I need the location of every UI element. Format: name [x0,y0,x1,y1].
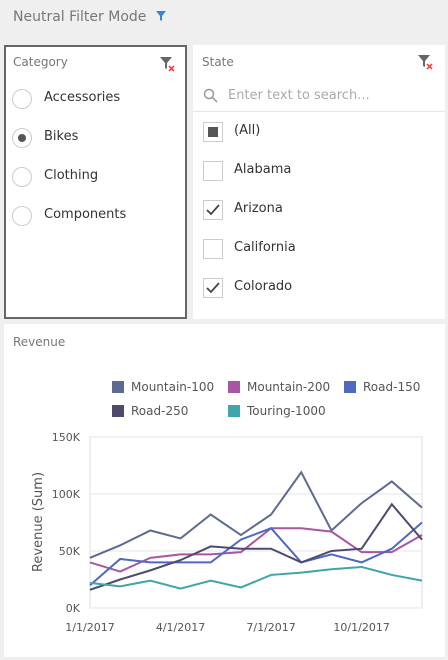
panel-title: Category [13,55,68,69]
checkbox-label[interactable]: Alabama [234,162,292,177]
y-tick-label: 50K [59,545,81,558]
x-tick-label: 1/1/2017 [65,621,114,634]
legend-swatch [344,381,356,393]
checkbox-label[interactable]: Arizona [234,201,283,216]
header-title: Neutral Filter Mode [13,9,147,25]
x-tick-label: 7/1/2017 [246,621,295,634]
checkbox[interactable] [203,278,223,298]
y-tick-label: 0K [66,602,81,615]
y-tick-label: 150K [52,431,81,444]
radio-button[interactable] [12,167,32,187]
search-placeholder: Enter text to search... [228,88,370,103]
clear-filter-button[interactable] [417,53,435,71]
radio-button[interactable] [12,89,32,109]
panel-title: State [202,55,234,69]
y-axis-label: Revenue (Sum) [31,472,46,572]
legend-label: Road-250 [131,404,188,418]
checkbox-label[interactable]: Colorado [234,279,293,294]
radio-label[interactable]: Components [44,207,127,222]
checkbox-label[interactable]: (All) [234,123,261,138]
checkbox[interactable] [203,161,223,181]
series-line [89,565,423,590]
search-box[interactable]: Enter text to search... [193,83,445,112]
checkbox-label[interactable]: California [234,240,296,255]
y-tick-label: 100K [52,488,81,501]
clear-filter-button[interactable] [159,55,175,73]
checkbox[interactable] [203,239,223,259]
radio-dot [18,134,26,142]
radio-button[interactable] [12,128,32,148]
series-line [89,502,423,591]
state-filter: State Enter text to search... (All) Alaba… [193,45,445,319]
series-line [89,527,423,573]
legend-label: Touring-1000 [246,404,326,418]
legend-swatch [112,405,124,417]
checkbox[interactable] [203,122,223,142]
series-line [89,470,423,559]
header: Neutral Filter Mode [13,9,167,25]
x-tick-label: 4/1/2017 [156,621,205,634]
radio-label[interactable]: Bikes [44,129,79,144]
radio-label[interactable]: Clothing [44,168,99,183]
series-line [89,521,423,586]
check-mark [206,204,220,216]
x-tick-label: 10/1/2017 [333,621,389,634]
checkbox-fill [208,127,218,137]
search-icon [203,88,218,103]
category-filter: Category Accessories Bikes Clothing Compone… [4,45,187,319]
checkbox[interactable] [203,200,223,220]
legend-swatch [228,381,240,393]
legend-label: Road-150 [363,380,420,394]
legend-label: Mountain-200 [247,380,330,394]
radio-button[interactable] [12,206,32,226]
radio-label[interactable]: Accessories [44,90,121,105]
chart-title: Revenue [13,335,65,349]
legend-label: Mountain-100 [131,380,214,394]
revenue-panel [4,324,445,657]
check-mark [206,282,220,294]
legend-swatch [228,405,240,417]
filter-icon [155,11,166,21]
legend-swatch [112,381,124,393]
